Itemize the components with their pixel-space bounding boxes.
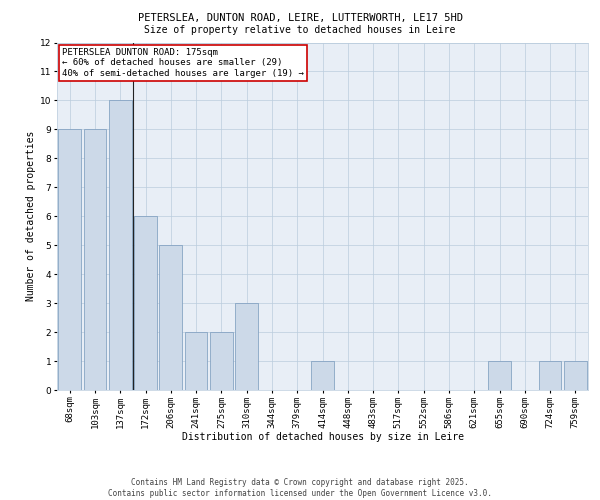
Y-axis label: Number of detached properties: Number of detached properties xyxy=(26,131,36,302)
Bar xyxy=(488,361,511,390)
Text: PETERSLEA, DUNTON ROAD, LEIRE, LUTTERWORTH, LE17 5HD: PETERSLEA, DUNTON ROAD, LEIRE, LUTTERWOR… xyxy=(137,12,463,22)
X-axis label: Distribution of detached houses by size in Leire: Distribution of detached houses by size … xyxy=(182,432,464,442)
Text: PETERSLEA DUNTON ROAD: 175sqm
← 60% of detached houses are smaller (29)
40% of s: PETERSLEA DUNTON ROAD: 175sqm ← 60% of d… xyxy=(62,48,304,78)
Bar xyxy=(311,361,334,390)
Bar xyxy=(160,245,182,390)
Bar xyxy=(185,332,208,390)
Bar xyxy=(564,361,587,390)
Bar xyxy=(83,130,106,390)
Bar xyxy=(210,332,233,390)
Bar xyxy=(58,130,81,390)
Text: Contains HM Land Registry data © Crown copyright and database right 2025.
Contai: Contains HM Land Registry data © Crown c… xyxy=(108,478,492,498)
Text: Size of property relative to detached houses in Leire: Size of property relative to detached ho… xyxy=(145,25,455,35)
Bar xyxy=(109,100,131,390)
Bar xyxy=(235,303,258,390)
Bar xyxy=(539,361,562,390)
Bar xyxy=(134,216,157,390)
